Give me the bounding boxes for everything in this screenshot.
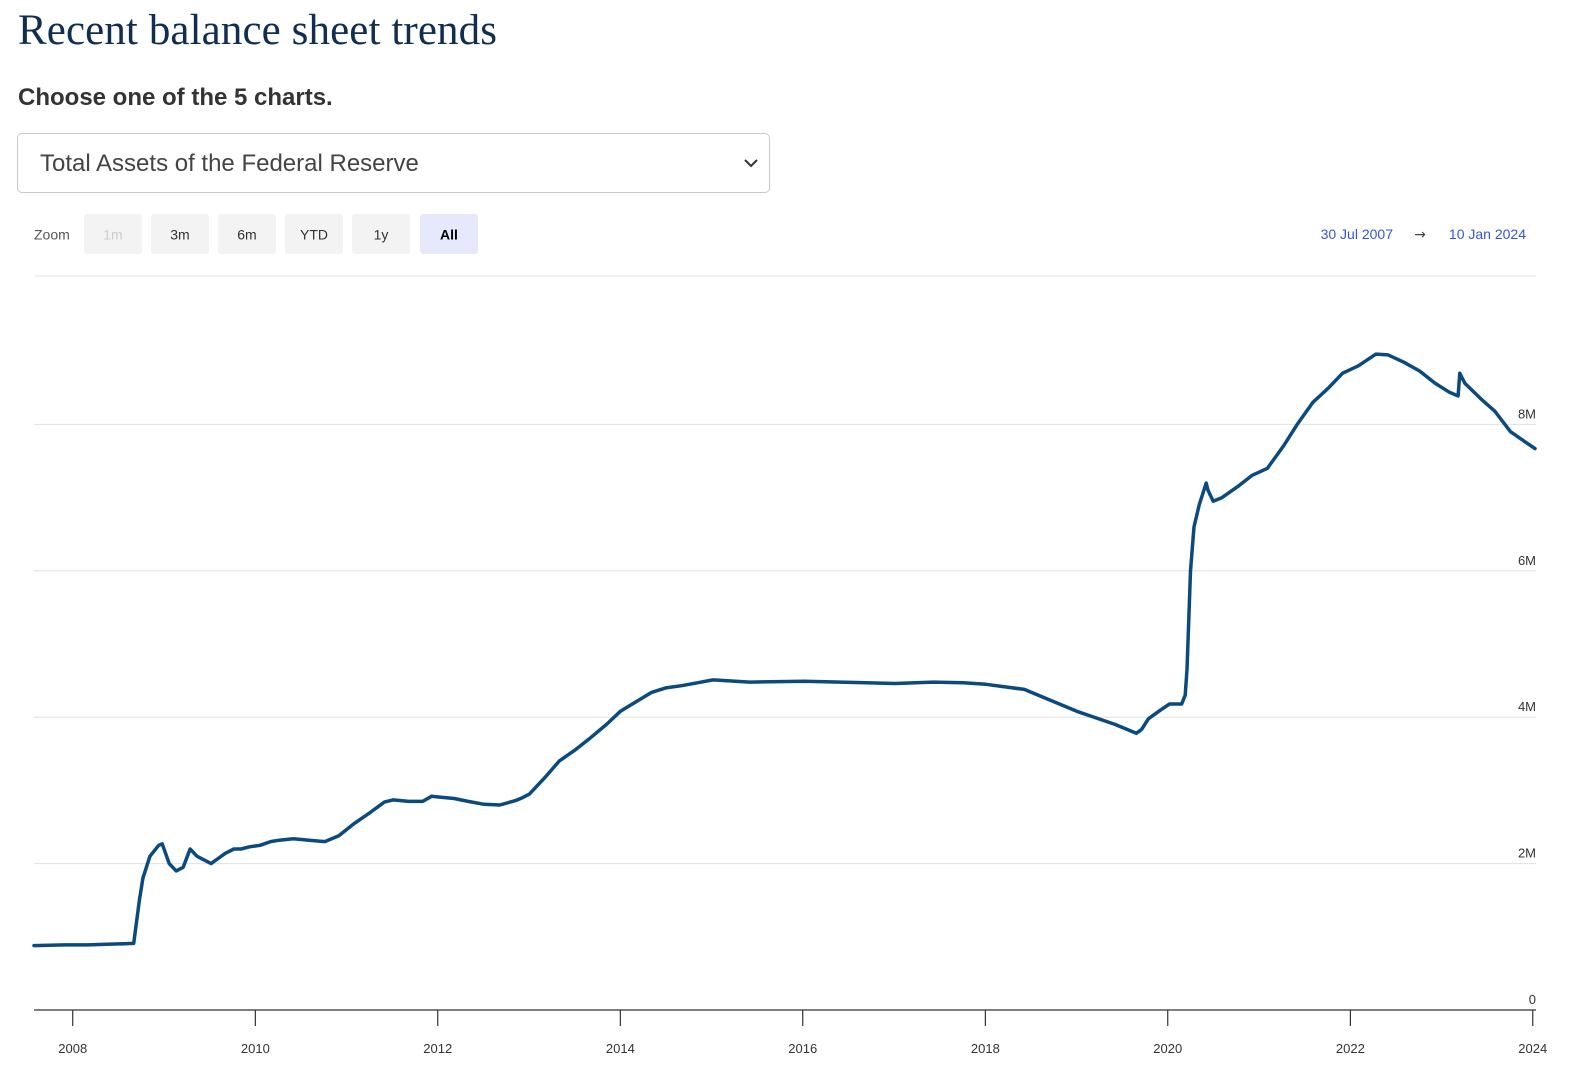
x-tick-label: 2010 — [241, 1041, 270, 1056]
x-tick-label: 2016 — [788, 1041, 817, 1056]
y-tick-label: 2M — [1518, 846, 1536, 861]
y-tick-label: 4M — [1518, 699, 1536, 714]
zoom-button-label: 6m — [237, 227, 256, 243]
total-assets-chart: Zoom 1m 3m 6m YTD 1y All 30 Jul 2007 → 10 Jan… — [32, 214, 1547, 1056]
zoom-button-ytd[interactable]: YTD — [285, 214, 343, 254]
zoom-label: Zoom — [34, 227, 70, 243]
zoom-button-bg — [420, 214, 478, 254]
zoom-button-label: 1m — [103, 227, 122, 243]
x-tick-label: 2024 — [1518, 1041, 1547, 1056]
chart-chooser-label: Choose one of the 5 charts. — [18, 84, 333, 111]
range-to-date[interactable]: 10 Jan 2024 — [1449, 226, 1526, 242]
zoom-button-bg — [218, 214, 276, 254]
x-tick-label: 2022 — [1336, 1041, 1365, 1056]
x-tick-label: 2018 — [971, 1041, 1000, 1056]
y-tick-label: 8M — [1518, 406, 1536, 421]
zoom-button-all[interactable]: All — [420, 214, 478, 254]
range-arrow-icon: → — [1414, 227, 1426, 243]
zoom-button-bg — [352, 214, 410, 254]
chart-select-value: Total Assets of the Federal Reserve — [40, 150, 419, 177]
zoom-button-label: All — [440, 227, 458, 243]
chart-select[interactable]: Total Assets of the Federal Reserve — [17, 133, 770, 193]
zoom-button-1y[interactable]: 1y — [352, 214, 410, 254]
zoom-button-label: 1y — [374, 227, 389, 243]
zoom-button-label: YTD — [300, 227, 328, 243]
zoom-button-bg — [285, 214, 343, 254]
x-tick-label: 2020 — [1153, 1041, 1182, 1056]
y-tick-label: 6M — [1518, 553, 1536, 568]
zoom-button-bg — [151, 214, 209, 254]
x-tick-label: 2008 — [58, 1041, 87, 1056]
zoom-button-label: 3m — [170, 227, 189, 243]
zoom-button-6m[interactable]: 6m — [218, 214, 276, 254]
page-title: Recent balance sheet trends — [18, 7, 498, 54]
zoom-button-3m[interactable]: 3m — [151, 214, 209, 254]
x-tick-label: 2014 — [606, 1041, 635, 1056]
chevron-down-icon — [744, 159, 758, 168]
zoom-button-1m: 1m — [84, 214, 142, 254]
series-line — [32, 352, 1537, 948]
y-tick-label: 0 — [1529, 992, 1536, 1007]
x-tick-label: 2012 — [423, 1041, 452, 1056]
range-from-date[interactable]: 30 Jul 2007 — [1321, 226, 1394, 242]
zoom-button-bg — [84, 214, 142, 254]
